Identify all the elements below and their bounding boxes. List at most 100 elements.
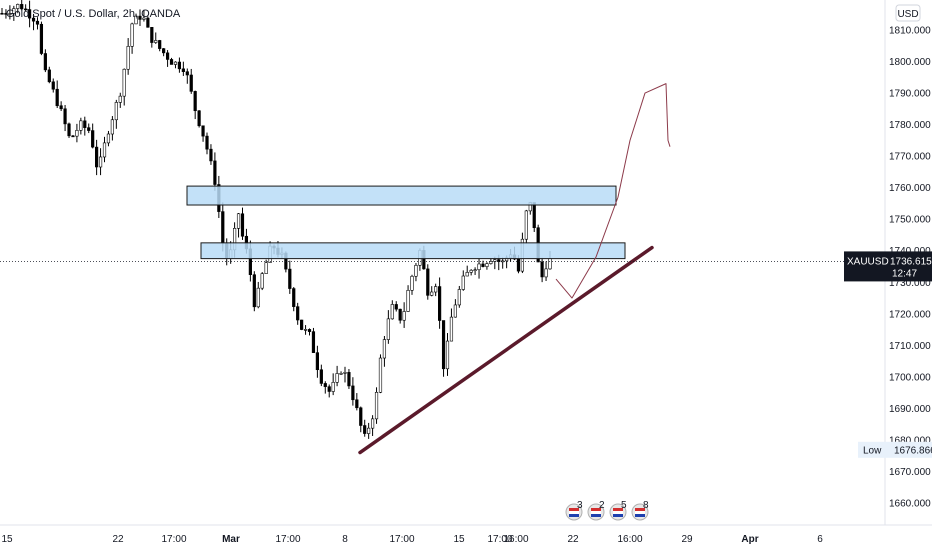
candle bbox=[146, 16, 150, 28]
y-tick-label: 1720.000 bbox=[889, 309, 931, 320]
candle bbox=[288, 260, 292, 294]
candle bbox=[300, 319, 304, 331]
candle bbox=[24, 4, 28, 12]
candle bbox=[79, 117, 83, 135]
candle bbox=[130, 22, 134, 54]
event-badges[interactable]: 3 2 5 8 bbox=[565, 500, 649, 521]
candle bbox=[386, 310, 390, 344]
x-tick-label: 6 bbox=[817, 534, 823, 545]
candle bbox=[59, 101, 63, 112]
x-tick-label: 8 bbox=[342, 534, 348, 545]
y-tick-label: 1800.000 bbox=[889, 57, 931, 68]
candle bbox=[457, 285, 461, 308]
y-tick-label: 1670.000 bbox=[889, 467, 931, 478]
candle bbox=[209, 144, 213, 165]
event-badge[interactable]: 8 bbox=[631, 500, 649, 521]
candle bbox=[4, 9, 8, 19]
candle bbox=[240, 207, 245, 240]
candle bbox=[83, 116, 87, 136]
candle bbox=[335, 365, 339, 387]
candle bbox=[410, 274, 414, 295]
candle bbox=[355, 393, 359, 411]
candle bbox=[544, 261, 548, 281]
candle bbox=[292, 287, 296, 312]
candle bbox=[359, 406, 363, 433]
candle bbox=[296, 302, 300, 325]
candle bbox=[201, 125, 205, 142]
x-tick-label: 29 bbox=[681, 534, 693, 545]
low-label-value: 1676.866 bbox=[894, 445, 932, 456]
projection-group[interactable] bbox=[555, 83, 671, 299]
x-tick-label: 17:00 bbox=[161, 534, 186, 545]
low-label-text: Low bbox=[863, 445, 882, 456]
candle bbox=[169, 57, 174, 65]
candle bbox=[473, 267, 477, 275]
y-tick-label: 1710.000 bbox=[889, 341, 931, 352]
projection-path[interactable] bbox=[555, 83, 671, 299]
candle bbox=[91, 123, 95, 149]
candle bbox=[374, 387, 379, 424]
candle bbox=[71, 134, 75, 138]
candle bbox=[524, 209, 528, 244]
candle bbox=[319, 364, 323, 387]
candle bbox=[165, 50, 170, 67]
low-price-label: Low 1676.866 bbox=[858, 441, 932, 458]
candle bbox=[138, 9, 142, 27]
candle bbox=[461, 270, 465, 291]
candle bbox=[118, 92, 122, 108]
candle bbox=[307, 328, 312, 336]
candle bbox=[0, 7, 4, 15]
candle bbox=[382, 336, 387, 367]
candle bbox=[8, 5, 12, 20]
resistance-zone[interactable] bbox=[200, 242, 626, 260]
candle bbox=[398, 308, 402, 324]
x-tick-label: Mar bbox=[222, 534, 240, 545]
candle bbox=[67, 122, 71, 138]
candle bbox=[434, 283, 438, 297]
candle bbox=[162, 47, 166, 57]
candle bbox=[426, 264, 430, 300]
candle bbox=[63, 104, 67, 132]
candle bbox=[75, 123, 79, 143]
resistance-zone[interactable] bbox=[186, 185, 617, 206]
candle bbox=[20, 0, 24, 11]
candle bbox=[27, 0, 32, 28]
candle bbox=[154, 32, 158, 44]
candle bbox=[16, 3, 20, 14]
candle bbox=[87, 123, 91, 134]
candle bbox=[441, 320, 446, 377]
candle bbox=[339, 371, 343, 375]
candle bbox=[12, 5, 16, 21]
event-badge[interactable]: 3 bbox=[565, 500, 583, 521]
trendline[interactable] bbox=[358, 245, 654, 455]
event-badge[interactable]: 2 bbox=[587, 500, 605, 521]
currency-button[interactable]: USD bbox=[895, 4, 921, 22]
trendline-group[interactable] bbox=[358, 245, 654, 455]
candle bbox=[39, 21, 44, 56]
candle bbox=[390, 300, 394, 320]
event-badge-count: 3 bbox=[577, 500, 583, 511]
x-tick-label: Apr bbox=[741, 534, 758, 545]
candle bbox=[95, 139, 99, 176]
x-tick-label: 22 bbox=[112, 534, 124, 545]
candle bbox=[532, 202, 536, 232]
event-badge-count: 5 bbox=[621, 500, 627, 511]
candle bbox=[193, 90, 197, 120]
x-tick-label: 17:00 bbox=[389, 534, 414, 545]
candle bbox=[264, 259, 268, 274]
currency-label: USD bbox=[897, 9, 918, 20]
event-badge[interactable]: 5 bbox=[609, 500, 627, 521]
candle bbox=[363, 419, 367, 437]
candle bbox=[185, 68, 189, 84]
candle bbox=[453, 299, 457, 318]
candle bbox=[323, 381, 327, 394]
event-badge-count: 8 bbox=[643, 500, 649, 511]
price-symbol: XAUUSD bbox=[847, 256, 889, 267]
x-tick-label: 16:00 bbox=[617, 534, 642, 545]
candle bbox=[106, 130, 111, 147]
candle bbox=[173, 61, 178, 69]
candle bbox=[477, 258, 481, 279]
resistance-zones[interactable] bbox=[186, 185, 626, 260]
